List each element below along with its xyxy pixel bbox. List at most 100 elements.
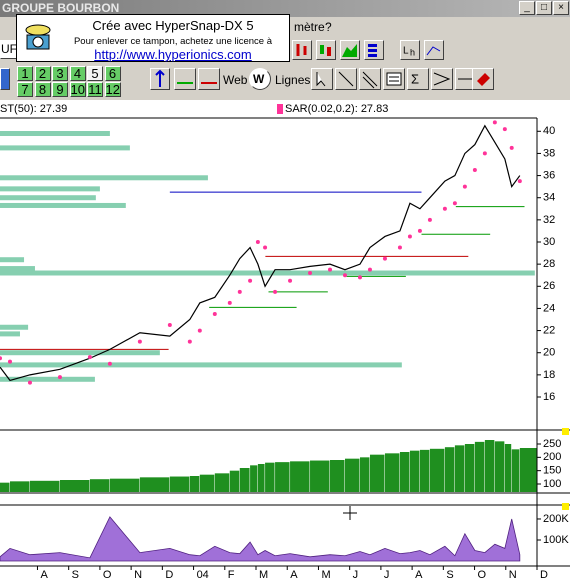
tool-button[interactable] [359,68,381,90]
period-button[interactable]: 5 [87,66,103,81]
chart: ST(50): 27.39 16 18 20 22 24 26 28 30 32 34 36 38 40… [0,100,570,581]
x-tick-label: D [165,569,173,581]
tool-button[interactable] [424,40,444,60]
x-tick-label: A [40,569,48,581]
sar-dot [237,289,242,294]
volume-bar [484,440,495,492]
icon [362,71,378,89]
period-button[interactable]: 11 [87,82,103,97]
indicator-area [0,516,521,562]
volume-profile-bar [0,195,96,201]
volume-bar [189,476,200,492]
volume-bar [310,460,330,492]
y-tick-label: 36 [543,169,555,181]
watermark-stamp: Crée avec HyperSnap-DX 5 Pour enlever ce… [16,14,290,62]
sar-dot [137,339,142,344]
volume-bar [0,482,10,492]
tool-button[interactable] [150,68,170,90]
web-label[interactable]: Web [223,73,248,87]
volume-bar [275,462,290,492]
volume-bar [384,453,400,492]
period-button[interactable]: 8 [34,82,51,97]
tool-button[interactable] [335,68,357,90]
volume-bar [265,462,275,492]
sar-dot [367,267,372,272]
volume-bar [474,441,485,492]
period-button[interactable]: 10 [69,82,86,97]
sar-dot [255,240,260,244]
close-button[interactable]: × [553,1,569,15]
volume-bar [504,444,512,492]
stamp-line: Crée avec HyperSnap-DX 5 [92,18,254,33]
tool-button[interactable] [174,68,196,90]
period-button[interactable]: 2 [34,66,51,81]
panel-handle[interactable] [562,503,569,510]
icon [368,44,377,57]
x-tick-label: F [228,569,235,581]
volume-bar [419,449,430,492]
tool-button[interactable] [292,40,312,60]
sar-dot [397,245,402,250]
lines-label[interactable]: Lignes [275,73,311,87]
stamp-link[interactable]: http://www.hyperionics.com [94,47,252,62]
sar-dot [482,151,487,156]
period-button[interactable]: 7 [17,82,33,97]
period-button[interactable]: 12 [104,82,121,97]
y-tick-label: 28 [543,258,555,270]
sar-dot [308,271,313,275]
volume-bar [139,477,170,492]
tool-button[interactable]: Σ [407,68,429,90]
sar-dot [187,339,192,344]
camera-icon [25,24,51,50]
sar-dot [417,228,422,233]
volume-profile-bar [0,376,95,382]
sar-dot [328,267,333,272]
volume-bar [109,478,140,492]
volume-bar [429,448,445,492]
volume-bar [344,458,360,492]
minimize-button[interactable]: _ [519,1,535,15]
y-tick-label: 24 [543,302,555,314]
sar-dot [427,217,432,222]
svg-text:Σ: Σ [411,71,419,86]
period-button[interactable]: 3 [52,66,68,81]
x-tick-label: D [540,569,548,581]
icon [320,45,331,56]
icon [316,72,326,87]
volume-profile-bar [0,257,25,263]
tool-button[interactable] [311,68,333,90]
icon: Σ [411,71,419,86]
menu-item[interactable]: ? [325,20,332,34]
y-tick-label: 22 [543,324,555,336]
period-button[interactable]: 6 [104,66,121,81]
tool-button[interactable] [431,68,453,90]
period-button[interactable]: 1 [17,66,33,81]
volume-profile-bar [0,266,35,272]
volume-profile-bar [0,131,110,136]
tool-button[interactable] [364,40,384,60]
volume-profile-bar [0,324,29,330]
scroll-button[interactable] [0,68,10,90]
menu-item[interactable]: mètre [294,20,325,34]
panel-handle[interactable] [562,428,569,435]
tool-button[interactable] [198,68,220,90]
y-tick-label: 100K [543,534,569,546]
x-tick-label: O [478,569,487,581]
volume-profile-bar [0,186,100,192]
tool-button[interactable] [340,40,360,60]
svg-text:L: L [403,46,409,57]
period-button[interactable]: 4 [69,66,86,81]
volume-bar [290,461,310,492]
period-button[interactable]: 9 [52,82,68,97]
y-tick-label: 20 [543,347,555,359]
tool-button[interactable] [316,40,336,60]
tool-button[interactable] [383,68,405,90]
window-title: GROUPE BOURBON [2,1,120,15]
maximize-button[interactable]: □ [536,1,552,15]
eraser-button[interactable] [472,68,494,90]
icon: W [253,72,265,86]
web-button[interactable]: W [249,68,271,90]
sar-dot [212,311,217,316]
